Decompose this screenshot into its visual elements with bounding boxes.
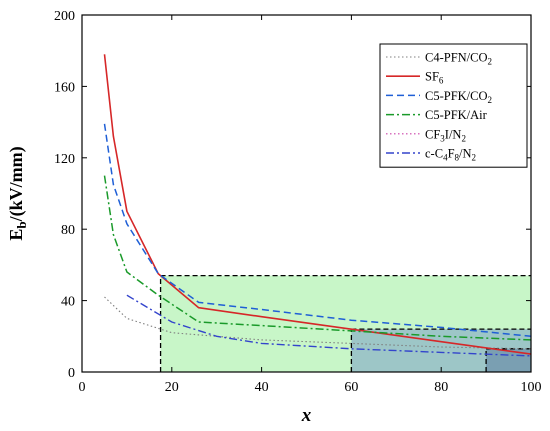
y-axis-title-main: E	[6, 229, 26, 241]
legend-label-2: SF6	[425, 70, 444, 86]
x-tick-label: 20	[165, 380, 179, 395]
y-tick-label: 0	[68, 366, 75, 381]
x-tick-label: 80	[434, 380, 448, 395]
legend-label-3: C5-PFK/CO2	[425, 89, 492, 105]
x-axis-title: x	[301, 405, 312, 426]
y-tick-label: 120	[54, 152, 75, 167]
series-line-6	[126, 294, 532, 357]
x-tick-label: 60	[344, 380, 358, 395]
highlight-regions	[160, 275, 531, 372]
x-tick-label: 40	[255, 380, 269, 395]
highlight-region-3	[486, 348, 531, 372]
legend-label-4: C5-PFK/Air	[425, 108, 488, 122]
x-tick-label: 100	[521, 380, 542, 395]
legend-box	[379, 43, 528, 168]
y-axis-title-sub: b	[14, 221, 29, 228]
legend-label-6: c-C4F8/N2	[425, 147, 476, 163]
y-axis-title: Eb/(kV/mm)	[6, 146, 29, 240]
axis-ticks: 0 20 40 60 80 100 0 40 80 120 160 200	[54, 9, 542, 395]
series-line-1	[104, 296, 532, 350]
y-tick-label: 80	[61, 223, 75, 238]
y-axis-title-rest: /(kV/mm)	[6, 146, 27, 222]
legend: C4-PFN/CO2 SF6 C5-PFK/CO2 C5-PFK/Air CF3I/N2…	[379, 43, 528, 168]
plot-area-frame	[81, 14, 532, 373]
reference-lines	[159, 274, 531, 372]
series-line-3	[103, 123, 532, 338]
x-tick-label: 0	[79, 380, 86, 395]
series-lines	[103, 54, 532, 357]
y-tick-label: 40	[61, 295, 75, 310]
y-tick-label: 160	[54, 80, 75, 95]
legend-label-5: CF3I/N2	[425, 127, 466, 143]
series-line-2	[103, 54, 532, 355]
legend-label-1: C4-PFN/CO2	[425, 51, 492, 67]
y-tick-label: 200	[54, 9, 75, 24]
